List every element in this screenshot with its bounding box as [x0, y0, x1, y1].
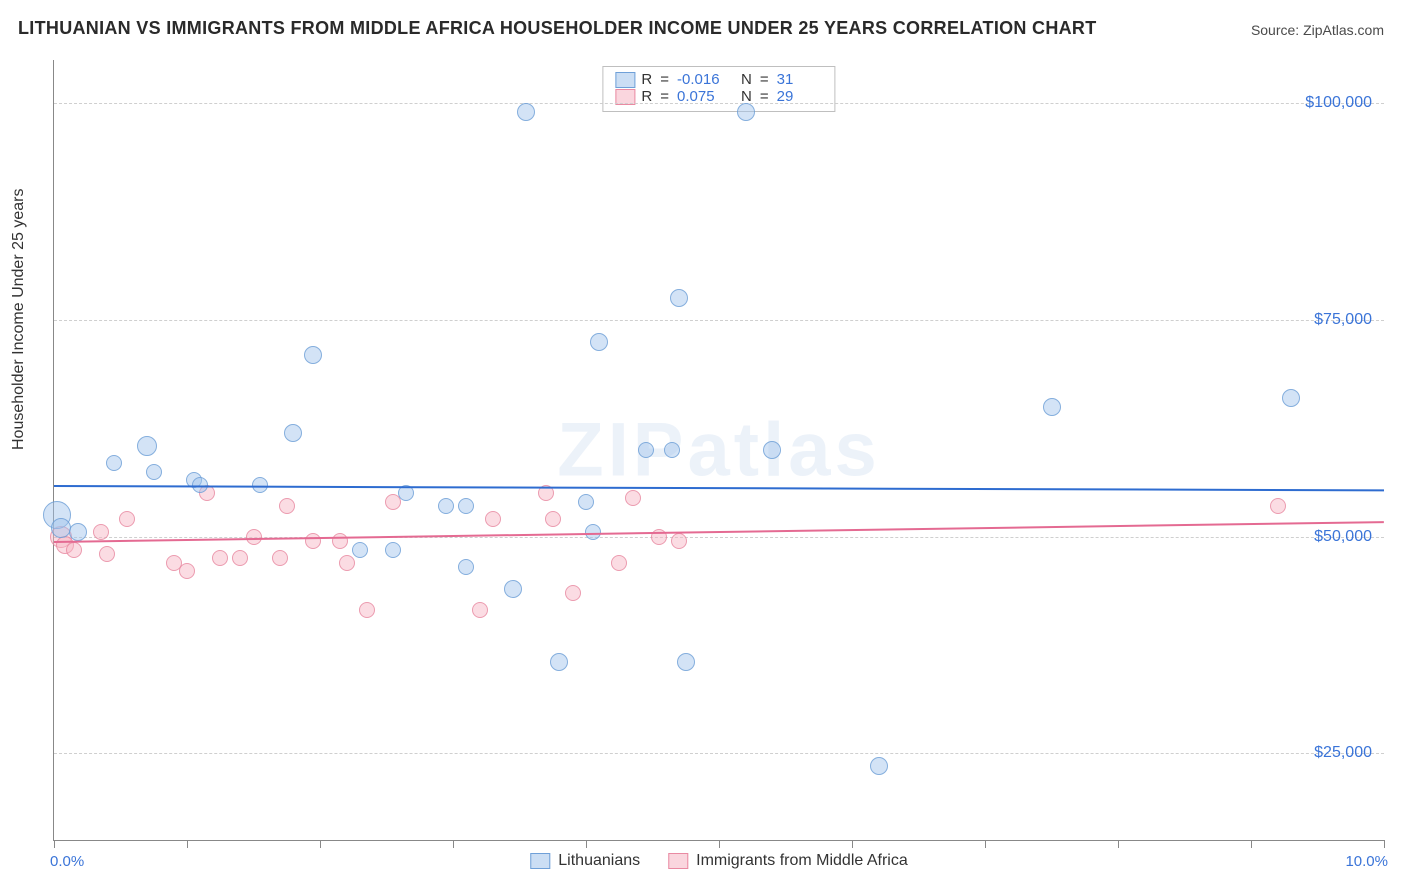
x-tick	[985, 840, 986, 848]
watermark: ZIPatlas	[557, 407, 880, 494]
swatch-series-b	[615, 89, 635, 105]
data-point-series-a	[763, 441, 781, 459]
data-point-series-b	[272, 550, 288, 566]
y-tick-label: $25,000	[1314, 744, 1372, 762]
data-point-series-a	[664, 442, 680, 458]
y-tick-label: $100,000	[1305, 94, 1372, 112]
series-a-name: Lithuanians	[558, 852, 640, 870]
data-point-series-a	[504, 580, 522, 598]
data-point-series-b	[339, 555, 355, 571]
data-point-series-a	[458, 498, 474, 514]
series-a-n-value: 31	[777, 71, 823, 88]
data-point-series-a	[590, 333, 608, 351]
data-point-series-a	[517, 103, 535, 121]
data-point-series-a	[69, 523, 87, 541]
data-point-series-a	[385, 542, 401, 558]
data-point-series-b	[545, 511, 561, 527]
data-point-series-b	[565, 585, 581, 601]
data-point-series-b	[671, 533, 687, 549]
data-point-series-a	[670, 289, 688, 307]
x-tick	[187, 840, 188, 848]
y-axis-label: Householder Income Under 25 years	[10, 189, 28, 450]
data-point-series-b	[119, 511, 135, 527]
data-point-series-b	[99, 546, 115, 562]
legend-series: Lithuanians Immigrants from Middle Afric…	[530, 852, 907, 870]
legend-item-series-b: Immigrants from Middle Africa	[668, 852, 908, 870]
x-tick	[453, 840, 454, 848]
data-point-series-b	[359, 602, 375, 618]
data-point-series-b	[485, 511, 501, 527]
swatch-series-b	[668, 853, 688, 869]
gridline	[54, 320, 1384, 321]
data-point-series-a	[438, 498, 454, 514]
data-point-series-a	[737, 103, 755, 121]
data-point-series-a	[106, 455, 122, 471]
x-tick	[586, 840, 587, 848]
x-tick	[1384, 840, 1385, 848]
data-point-series-a	[578, 494, 594, 510]
data-point-series-b	[246, 529, 262, 545]
x-tick	[852, 840, 853, 848]
x-tick	[320, 840, 321, 848]
data-point-series-a	[550, 653, 568, 671]
data-point-series-a	[870, 757, 888, 775]
data-point-series-a	[284, 424, 302, 442]
data-point-series-a	[146, 464, 162, 480]
data-point-series-a	[1282, 389, 1300, 407]
y-tick-label: $50,000	[1314, 528, 1372, 546]
equals-sign: =	[660, 71, 669, 88]
x-tick	[1118, 840, 1119, 848]
data-point-series-b	[232, 550, 248, 566]
data-point-series-a	[1043, 398, 1061, 416]
legend-correlation-box: R = -0.016 N = 31 R = 0.075 N = 29	[602, 66, 835, 112]
data-point-series-b	[305, 533, 321, 549]
plot-area: ZIPatlas R = -0.016 N = 31 R = 0.075 N =…	[53, 60, 1384, 841]
series-a-r-value: -0.016	[677, 71, 723, 88]
x-tick	[54, 840, 55, 848]
x-axis-min-label: 0.0%	[50, 853, 84, 870]
x-tick	[719, 840, 720, 848]
swatch-series-a	[530, 853, 550, 869]
source-label: Source: ZipAtlas.com	[1251, 22, 1384, 38]
series-b-name: Immigrants from Middle Africa	[696, 852, 908, 870]
gridline	[54, 103, 1384, 104]
legend-N-label: N	[741, 71, 752, 88]
x-axis-max-label: 10.0%	[1345, 853, 1388, 870]
data-point-series-b	[625, 490, 641, 506]
data-point-series-b	[66, 542, 82, 558]
data-point-series-b	[179, 563, 195, 579]
data-point-series-a	[677, 653, 695, 671]
data-point-series-b	[93, 524, 109, 540]
data-point-series-b	[1270, 498, 1286, 514]
data-point-series-b	[332, 533, 348, 549]
chart-title: LITHUANIAN VS IMMIGRANTS FROM MIDDLE AFR…	[18, 18, 1097, 39]
gridline	[54, 753, 1384, 754]
data-point-series-b	[611, 555, 627, 571]
equals-sign: =	[760, 71, 769, 88]
data-point-series-a	[137, 436, 157, 456]
swatch-series-a	[615, 72, 635, 88]
data-point-series-a	[304, 346, 322, 364]
data-point-series-a	[352, 542, 368, 558]
x-tick	[1251, 840, 1252, 848]
y-tick-label: $75,000	[1314, 311, 1372, 329]
legend-row-series-a: R = -0.016 N = 31	[615, 71, 822, 88]
legend-item-series-a: Lithuanians	[530, 852, 640, 870]
data-point-series-a	[51, 518, 71, 538]
data-point-series-a	[458, 559, 474, 575]
data-point-series-b	[212, 550, 228, 566]
data-point-series-b	[279, 498, 295, 514]
legend-R-label: R	[641, 71, 652, 88]
data-point-series-a	[638, 442, 654, 458]
data-point-series-b	[472, 602, 488, 618]
